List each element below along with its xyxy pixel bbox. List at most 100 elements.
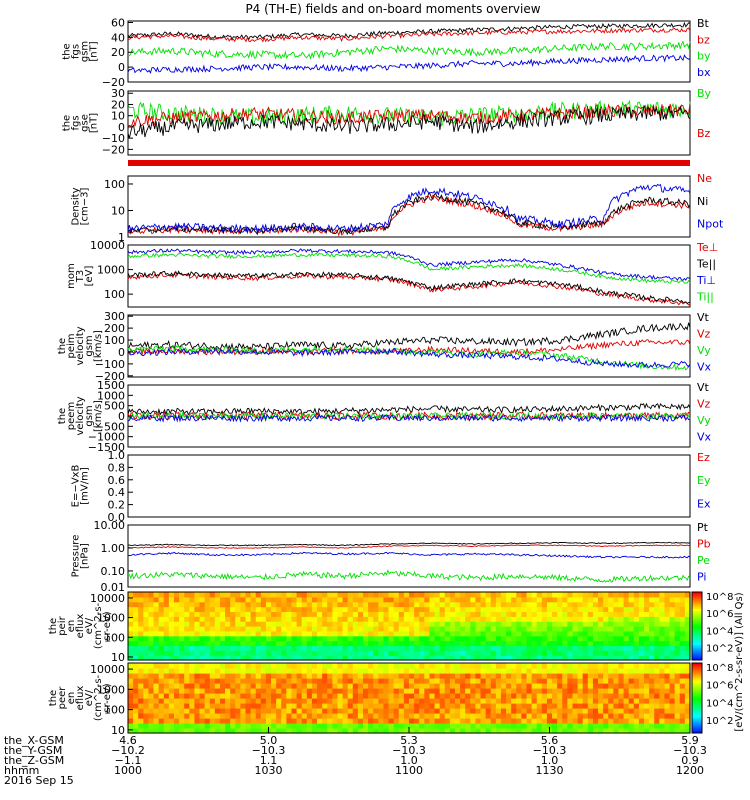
y-tick-label: 0.6 [108, 474, 126, 487]
spectrogram-cell [460, 728, 466, 734]
spectrogram-cell [439, 655, 446, 661]
spectrogram-cell [393, 650, 400, 656]
spectrogram-cell [173, 683, 180, 689]
spectrogram-cell [219, 650, 226, 656]
spectrogram-cell [368, 616, 374, 622]
spectrogram-cell [357, 630, 364, 637]
spectrogram-cell [557, 616, 563, 622]
spectrogram-cell [138, 718, 144, 724]
spectrogram-cell [209, 708, 216, 714]
spectrogram-cell [199, 611, 206, 617]
spectrogram-cell [133, 713, 139, 719]
spectrogram-cell [577, 703, 584, 709]
spectrogram-cell [168, 713, 175, 719]
spectrogram-cell [613, 723, 620, 729]
spectrogram-cell [592, 606, 599, 613]
spectrogram-cell [577, 713, 584, 719]
spectrogram-cell [128, 592, 134, 598]
spectrogram-cell [296, 601, 303, 608]
spectrogram-cell [143, 703, 150, 709]
spectrogram-cell [598, 616, 604, 622]
x-row-label: the_X-GSM [4, 734, 64, 747]
spectrogram-cell [179, 640, 185, 647]
spectrogram-cell [638, 663, 645, 669]
spectrogram-cell [439, 616, 446, 622]
spectrogram-cell [357, 650, 364, 656]
spectrogram-cell [603, 693, 609, 699]
spectrogram-cell [255, 723, 262, 729]
spectrogram-cell [250, 723, 257, 729]
spectrogram-cell [265, 650, 272, 656]
spectrogram-cell [347, 601, 354, 608]
spectrogram-cell [128, 640, 134, 647]
spectrogram-cell [373, 650, 379, 656]
spectrogram-cell [403, 703, 410, 709]
spectrogram-cell [148, 703, 155, 709]
spectrogram-cell [429, 635, 436, 642]
spectrogram-cell [291, 616, 298, 622]
spectrogram-cell [490, 626, 497, 632]
colorbar-cell [692, 610, 702, 613]
spectrogram-cell [199, 645, 206, 651]
spectrogram-cell [674, 626, 681, 632]
colorbar-frame [691, 591, 703, 661]
spectrogram-cell [562, 621, 568, 627]
spectrogram-cell [327, 698, 333, 704]
spectrogram-cell [230, 728, 236, 734]
spectrogram-cell [240, 655, 247, 661]
spectrogram-cell [230, 708, 236, 714]
spectrogram-cell [557, 655, 563, 661]
spectrogram-cell [322, 663, 328, 669]
spectrogram-cell [138, 635, 144, 642]
spectrogram-cell [613, 650, 620, 656]
spectrogram-cell [143, 645, 150, 651]
spectrogram-cell [516, 728, 522, 734]
spectrogram-cell [475, 635, 482, 642]
spectrogram-cell [286, 713, 293, 719]
spectrogram-cell [659, 668, 666, 674]
spectrogram-cell [439, 698, 446, 704]
spectrogram-cell [138, 630, 144, 637]
spectrogram-cell [536, 723, 543, 729]
spectrogram-cell [659, 728, 666, 734]
spectrogram-cell [363, 718, 369, 724]
spectrogram-cell [255, 596, 262, 603]
spectrogram-cell [347, 728, 354, 734]
spectrogram-cell [357, 621, 364, 627]
spectrogram-cell [475, 728, 482, 734]
spectrogram-cell [352, 703, 359, 709]
spectrogram-cell [684, 611, 691, 617]
x-tick-z_gsm: 0.9 [681, 754, 699, 767]
spectrogram-cell [454, 678, 461, 684]
spectrogram-cell [199, 673, 206, 679]
spectrogram-cell [659, 688, 666, 694]
spectrogram-cell [173, 703, 180, 709]
spectrogram-cell [541, 645, 548, 651]
spectrogram-cell [516, 703, 522, 709]
y-tick-label: 0 [118, 121, 125, 134]
spectrogram-cell [618, 606, 625, 613]
spectrogram-cell [582, 621, 589, 627]
spectrogram-cell [327, 688, 333, 694]
spectrogram-cell [506, 688, 512, 694]
spectrogram-cell [398, 723, 405, 729]
spectrogram-cell [245, 616, 252, 622]
legend-Ey: Ey [697, 474, 711, 487]
spectrogram-cell [506, 683, 512, 689]
spectrogram-cell [255, 616, 262, 622]
spectrogram-cell [214, 601, 221, 608]
spectrogram-cell [659, 703, 666, 709]
spectrogram-cell [592, 663, 599, 669]
colorbar-cell [692, 724, 702, 727]
spectrogram-cell [311, 611, 318, 617]
spectrogram-cell [204, 601, 211, 608]
spectrogram-cell [500, 655, 507, 661]
spectrogram-cell [618, 698, 625, 704]
spectrogram-cell [419, 723, 425, 729]
spectrogram-cell [439, 703, 446, 709]
spectrogram-cell [654, 645, 660, 651]
spectrogram-cell [521, 678, 528, 684]
spectrogram-cell [439, 606, 446, 613]
spectrogram-cell [623, 592, 630, 598]
spectrogram-cell [633, 645, 640, 651]
